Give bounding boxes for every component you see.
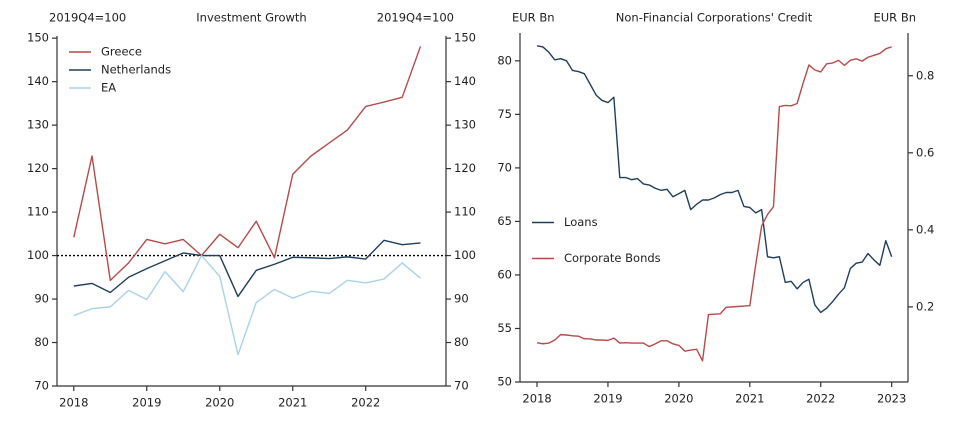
y-tick-label: 110: [27, 205, 49, 219]
y2-tick-label: 80: [454, 335, 469, 349]
y-tick-label: 150: [27, 31, 49, 45]
y-axis-label: EUR Bn: [512, 11, 555, 25]
y-tick-label: 80: [34, 335, 49, 349]
y2-tick-label: 140: [454, 74, 476, 88]
series-line: [536, 46, 892, 362]
x-tick-label: 2018: [522, 392, 551, 406]
y2-tick-label: 70: [454, 379, 469, 393]
y-tick-label: 60: [497, 267, 512, 281]
y2-axis-label: EUR Bn: [873, 11, 916, 25]
legend-label: Greece: [101, 45, 142, 59]
y-tick-label: 120: [27, 161, 49, 175]
x-tick-label: 2019: [593, 392, 622, 406]
y-tick-label: 90: [34, 292, 49, 306]
x-tick-label: 2020: [205, 396, 234, 410]
series-line: [73, 46, 422, 282]
chart-title: Non-Financial Corporations' Credit: [616, 11, 813, 25]
legend-label: Netherlands: [101, 63, 171, 77]
y-axis-label: 2019Q4=100: [49, 11, 126, 25]
x-tick-label: 2023: [877, 392, 906, 406]
y2-tick-label: 120: [454, 161, 476, 175]
y2-tick-label: 0.6: [916, 145, 934, 159]
chart-title: Investment Growth: [196, 11, 306, 25]
x-tick-label: 2022: [806, 392, 835, 406]
legend-label: Loans: [564, 215, 598, 229]
y-tick-label: 65: [497, 214, 512, 228]
y-tick-label: 55: [497, 321, 512, 335]
x-tick-label: 2021: [278, 396, 307, 410]
series-line: [73, 254, 421, 356]
y2-tick-label: 0.4: [916, 222, 934, 236]
series-line: [73, 239, 421, 298]
legend-label: Corporate Bonds: [564, 251, 661, 265]
y2-tick-label: 130: [454, 118, 476, 132]
y-tick-label: 75: [497, 107, 512, 121]
x-tick-label: 2022: [351, 396, 380, 410]
y-tick-label: 80: [497, 53, 512, 67]
y2-tick-label: 110: [454, 205, 476, 219]
x-tick-label: 2021: [735, 392, 764, 406]
y-tick-label: 130: [27, 118, 49, 132]
y2-tick-label: 0.2: [916, 299, 934, 313]
y2-axis-label: 2019Q4=100: [377, 11, 454, 25]
x-tick-label: 2018: [59, 396, 88, 410]
y2-tick-label: 100: [454, 248, 476, 262]
x-tick-label: 2019: [132, 396, 161, 410]
legend-label: EA: [101, 81, 116, 95]
y-tick-label: 140: [27, 74, 49, 88]
y-tick-label: 100: [27, 248, 49, 262]
series-line: [536, 45, 893, 314]
y2-tick-label: 150: [454, 31, 476, 45]
y-tick-label: 50: [497, 375, 512, 389]
y-tick-label: 70: [497, 160, 512, 174]
y-tick-label: 70: [34, 379, 49, 393]
x-tick-label: 2020: [664, 392, 693, 406]
y2-tick-label: 90: [454, 292, 469, 306]
y2-tick-label: 0.8: [916, 68, 934, 82]
